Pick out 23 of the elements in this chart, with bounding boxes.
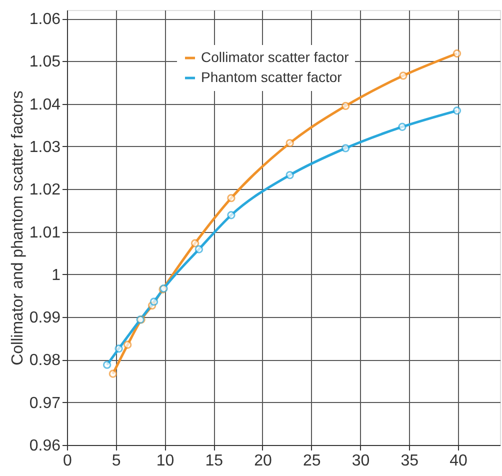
x-tick-label: 25 bbox=[302, 452, 321, 470]
y-tick-label: 1.02 bbox=[29, 182, 61, 199]
x-tick-label: 0 bbox=[63, 452, 72, 470]
y-tick-label: 1 bbox=[52, 266, 61, 284]
legend-label: Collimator scatter factor bbox=[201, 49, 350, 65]
y-tick-label: 1.05 bbox=[29, 54, 61, 71]
legend-label: Phantom scatter factor bbox=[201, 69, 342, 85]
y-tick-label: 1.03 bbox=[29, 138, 61, 156]
y-tick-label: 1.01 bbox=[29, 224, 61, 242]
y-tick-label: 1.06 bbox=[29, 11, 61, 28]
x-tick-label: 20 bbox=[254, 452, 272, 470]
y-tick-label: 0.96 bbox=[29, 438, 61, 454]
x-tick-label: 10 bbox=[156, 452, 174, 470]
y-tick-label: 1.04 bbox=[29, 96, 61, 114]
x-tick-label: 5 bbox=[112, 452, 121, 470]
y-tick-label: 0.97 bbox=[29, 394, 61, 412]
y-axis-title: Collimator and phantom scatter factors bbox=[9, 90, 26, 366]
x-tick-label: 40 bbox=[450, 452, 468, 470]
x-tick-label: 30 bbox=[352, 452, 370, 470]
x-tick-label: 15 bbox=[205, 452, 224, 470]
x-tick-label: 35 bbox=[400, 452, 419, 470]
y-tick-label: 0.98 bbox=[29, 352, 61, 370]
y-tick-label: 0.99 bbox=[29, 310, 61, 327]
